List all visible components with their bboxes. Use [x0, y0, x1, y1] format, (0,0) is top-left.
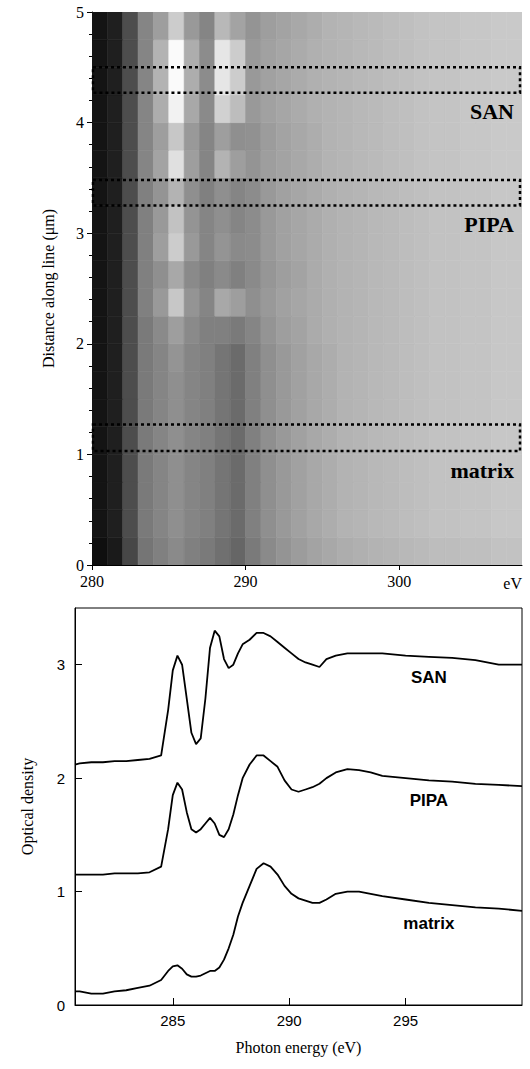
svg-text:290: 290: [277, 1012, 302, 1029]
svg-text:2: 2: [57, 770, 65, 787]
svg-text:matrix: matrix: [450, 458, 514, 483]
svg-text:SAN: SAN: [470, 99, 514, 124]
svg-text:PIPA: PIPA: [410, 791, 448, 810]
svg-text:1: 1: [76, 446, 84, 463]
svg-text:eV: eV: [503, 575, 522, 592]
svg-text:290: 290: [234, 573, 258, 590]
svg-text:4: 4: [76, 114, 84, 131]
svg-text:Distance along line (μm): Distance along line (μm): [40, 209, 58, 368]
svg-text:300: 300: [387, 573, 411, 590]
svg-text:5: 5: [76, 4, 84, 21]
svg-text:1: 1: [57, 883, 65, 900]
svg-text:3: 3: [57, 656, 65, 673]
svg-text:3: 3: [76, 225, 84, 242]
svg-text:matrix: matrix: [403, 914, 455, 933]
svg-text:2: 2: [76, 335, 84, 352]
svg-text:Photon energy (eV): Photon energy (eV): [236, 1039, 362, 1057]
svg-text:280: 280: [80, 573, 104, 590]
svg-text:0: 0: [76, 557, 84, 574]
svg-text:295: 295: [393, 1012, 418, 1029]
svg-text:SAN: SAN: [411, 668, 447, 687]
svg-text:Optical density: Optical density: [19, 758, 37, 855]
svg-text:0: 0: [57, 997, 65, 1014]
svg-text:PIPA: PIPA: [464, 212, 514, 237]
svg-text:285: 285: [160, 1012, 185, 1029]
